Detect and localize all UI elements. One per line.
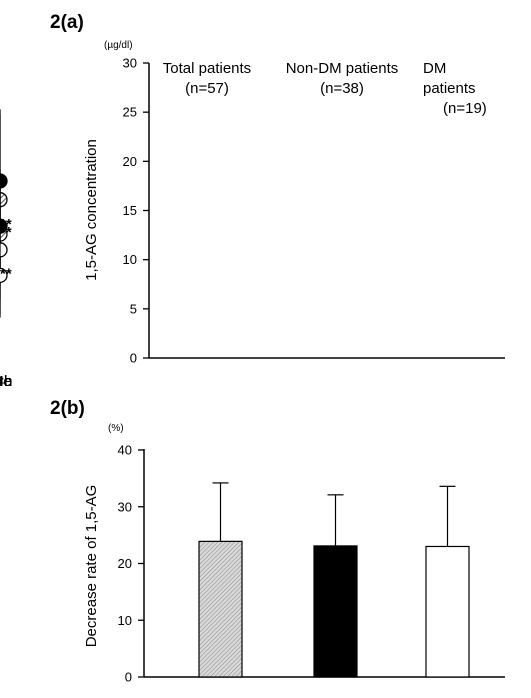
- x-category-label: Pre: [0, 373, 12, 390]
- bar-group-2: [313, 494, 358, 678]
- y-tick-label: 20: [123, 154, 137, 169]
- x-category-label: 24h: [0, 373, 13, 390]
- significance-mark: **: [0, 224, 12, 241]
- panel-a-y-axis-label: 1,5-AG concentration: [83, 139, 100, 281]
- panel-b: 2(b) (%) Decrease rate of 1,5-AG 0 10 20 30…: [50, 398, 505, 685]
- panel-b-label: 2(b): [50, 398, 85, 419]
- data-point: [0, 173, 8, 189]
- x-category-label: 24h: [0, 373, 13, 390]
- panel-a-unit: (µg/dl): [104, 40, 133, 51]
- y-tick-label: 30: [118, 499, 132, 514]
- group-2: Non-DM patients (n=38) **: [0, 60, 399, 287]
- y-tick-label: 15: [123, 203, 137, 218]
- y-tick-label: 10: [118, 613, 132, 628]
- y-tick-label: 20: [118, 556, 132, 571]
- y-tick-label: 25: [123, 105, 137, 120]
- group-label: DM: [423, 60, 446, 77]
- data-point: [0, 242, 8, 258]
- y-tick-label: 5: [130, 301, 137, 316]
- panel-b-unit: (%): [108, 423, 124, 434]
- x-category-label: Pre: [0, 373, 12, 390]
- group-1: Total patients (n=57) **: [0, 60, 251, 299]
- group-label: Total patients: [163, 60, 251, 77]
- significance-mark: **: [0, 265, 12, 282]
- group-label: (n=19): [443, 100, 487, 117]
- data-point: [0, 192, 8, 208]
- group-label: Non-DM patients: [286, 60, 399, 77]
- group-label: (n=57): [185, 80, 229, 97]
- bar-group-1: [198, 482, 243, 678]
- group-label: patients: [423, 80, 476, 97]
- panel-a: 2(a) (µg/dl) 1,5-AG concentration 0 5 10 15…: [0, 12, 505, 390]
- group-3: DM patients (n=19) **: [0, 60, 487, 318]
- bar: [198, 540, 243, 678]
- y-tick-label: 30: [123, 56, 137, 71]
- group-label: (n=38): [320, 80, 364, 97]
- panel-b-y-axis-label: Decrease rate of 1,5-AG: [83, 485, 100, 648]
- y-tick-label: 10: [123, 252, 137, 267]
- bar: [425, 545, 470, 678]
- data-point: [0, 218, 8, 234]
- significance-mark: **: [0, 216, 12, 233]
- x-category-label: Pre: [0, 373, 12, 390]
- y-tick-label: 0: [130, 351, 137, 366]
- y-tick-label: 40: [118, 443, 132, 458]
- data-point: [0, 267, 8, 284]
- panel-a-label: 2(a): [50, 12, 84, 33]
- bar: [313, 545, 358, 678]
- y-tick-label: 0: [125, 670, 132, 685]
- x-category-label: 24h: [0, 373, 13, 390]
- bar-group-3: [425, 485, 470, 678]
